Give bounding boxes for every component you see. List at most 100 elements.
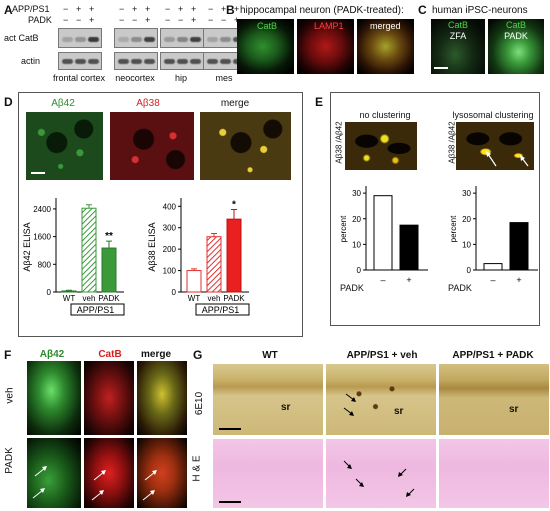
x-tick-label: PADK xyxy=(98,294,120,303)
y-tick-label: 20 xyxy=(462,215,471,224)
panel-g-padk-he xyxy=(439,439,549,508)
panel-g-veh-6e10: sr xyxy=(326,364,436,435)
bar xyxy=(186,270,202,293)
panel-e-image-left xyxy=(345,122,417,170)
bar xyxy=(61,290,77,293)
y-tick-label: 400 xyxy=(163,202,177,211)
y-tick-label: 10 xyxy=(352,240,361,249)
y-tick-label: 30 xyxy=(462,189,471,198)
group-box xyxy=(70,303,125,316)
significance-mark: ** xyxy=(105,231,113,242)
panel-e-padk-right: PADK xyxy=(448,283,472,293)
y-tick-label: 0 xyxy=(357,266,362,275)
panel-f-row-padk: PADK xyxy=(3,447,15,474)
catb-band xyxy=(190,37,201,42)
panel-b-label-lamp1: LAMP1 xyxy=(314,21,344,31)
panel-g-scale-bar-2 xyxy=(219,501,241,503)
actin-band xyxy=(88,59,99,64)
region-label: hip xyxy=(174,73,187,83)
x-tick-label: – xyxy=(380,275,385,285)
panel-e-padk-left: PADK xyxy=(340,283,364,293)
y-axis-label: percent xyxy=(339,215,348,242)
panel-g-padk-6e10: sr xyxy=(439,364,549,435)
panel-f-padk-merge xyxy=(137,438,187,508)
panel-e-letter: E xyxy=(315,95,324,109)
y-axis-label: percent xyxy=(449,215,458,242)
catb-blot xyxy=(58,28,102,48)
padk-sign: + xyxy=(191,15,197,25)
panel-e-charts: 0 10 20 30 percent – + 0 10 20 30 percent – + xyxy=(339,186,538,285)
panel-d-label-ab42: Aβ42 xyxy=(51,98,75,109)
panel-g-veh-he xyxy=(326,439,436,508)
panel-b-letter: B xyxy=(226,3,235,17)
panel-c-label-catb-2: CatB xyxy=(505,20,526,30)
actin-band xyxy=(177,59,188,64)
panel-f-veh-merge xyxy=(137,361,187,435)
padk-sign: + xyxy=(89,15,95,25)
y-tick-label: 30 xyxy=(352,189,361,198)
panel-f-veh-ab42 xyxy=(27,361,81,435)
actin-band xyxy=(131,59,142,64)
panel-d-ab38-image xyxy=(110,112,194,180)
panel-d-letter: D xyxy=(4,95,13,109)
panel-g-arrows-he xyxy=(343,460,415,497)
padk-sign: − xyxy=(208,15,214,25)
app-sign: + xyxy=(132,4,138,14)
y-tick-label: 300 xyxy=(163,224,177,233)
panel-b-lamp1-image: LAMP1 xyxy=(297,19,354,74)
catb-band xyxy=(131,37,142,42)
panel-e-ylabel-left: Aβ38 /Aβ42 xyxy=(334,121,344,164)
panel-e-image-right xyxy=(456,122,534,170)
panel-e-title-left: no clustering xyxy=(359,110,411,120)
panel-b-label-merged: merged xyxy=(370,21,401,31)
panel-e-arrows xyxy=(486,151,529,167)
app-sign: + xyxy=(178,4,184,14)
actin-band xyxy=(62,59,73,64)
actin-band xyxy=(75,59,86,64)
catb-blot xyxy=(160,28,204,48)
catb-band xyxy=(62,37,73,42)
padk-sign: + xyxy=(145,15,151,25)
panel-a-padk-label: PADK xyxy=(28,15,52,25)
bar xyxy=(81,207,97,293)
catb-band xyxy=(164,37,175,42)
app-sign: + xyxy=(221,4,227,14)
panel-f-label-merge: merge xyxy=(140,349,171,360)
y-tick-label: 0 xyxy=(467,266,472,275)
bar xyxy=(373,195,393,271)
panel-c-label-padk: PADK xyxy=(504,31,528,41)
app-sign: − xyxy=(165,4,171,14)
padk-sign: − xyxy=(132,15,138,25)
panel-d-label-merge: merge xyxy=(220,98,250,109)
significance-mark: * xyxy=(232,200,236,211)
y-tick-label: 1600 xyxy=(33,233,51,242)
panel-g-wt-he xyxy=(213,439,323,508)
group-box xyxy=(195,303,250,316)
y-tick-label: 800 xyxy=(38,260,52,269)
y-axis-label: Aβ42 ELISA xyxy=(22,222,32,271)
panel-f-padk-catb xyxy=(84,438,134,508)
panel-f-row-veh: veh xyxy=(4,387,16,404)
region-label: neocortex xyxy=(115,73,155,83)
panel-f-padk-ab42 xyxy=(27,438,81,508)
panel-e-frame xyxy=(330,92,540,326)
app-sign: + xyxy=(145,4,151,14)
bar xyxy=(101,247,117,293)
bar xyxy=(399,224,419,271)
actin-blot xyxy=(114,52,158,70)
group-label: APP/PS1 xyxy=(202,305,240,315)
panel-f-arrows-3 xyxy=(142,470,157,501)
catb-band xyxy=(144,37,155,42)
panel-g-wt-6e10: sr xyxy=(213,364,323,435)
catb-band xyxy=(177,37,188,42)
panel-c-zfa-image: CatB ZFA xyxy=(431,19,485,74)
panel-a-app-label: APP/PS1 xyxy=(12,4,50,14)
panel-c-title: human iPSC-neurons xyxy=(432,5,528,16)
padk-sign: − xyxy=(221,15,227,25)
panel-g-sr-1: sr xyxy=(281,402,291,413)
bar xyxy=(226,218,242,293)
catb-band xyxy=(118,37,129,42)
x-tick-label: – xyxy=(490,275,495,285)
ab38-elisa-chart: 0 100 200 300 400 Aβ38 ELISA WT veh PADK * APP/PS1 xyxy=(147,198,250,316)
catb-band xyxy=(75,37,86,42)
